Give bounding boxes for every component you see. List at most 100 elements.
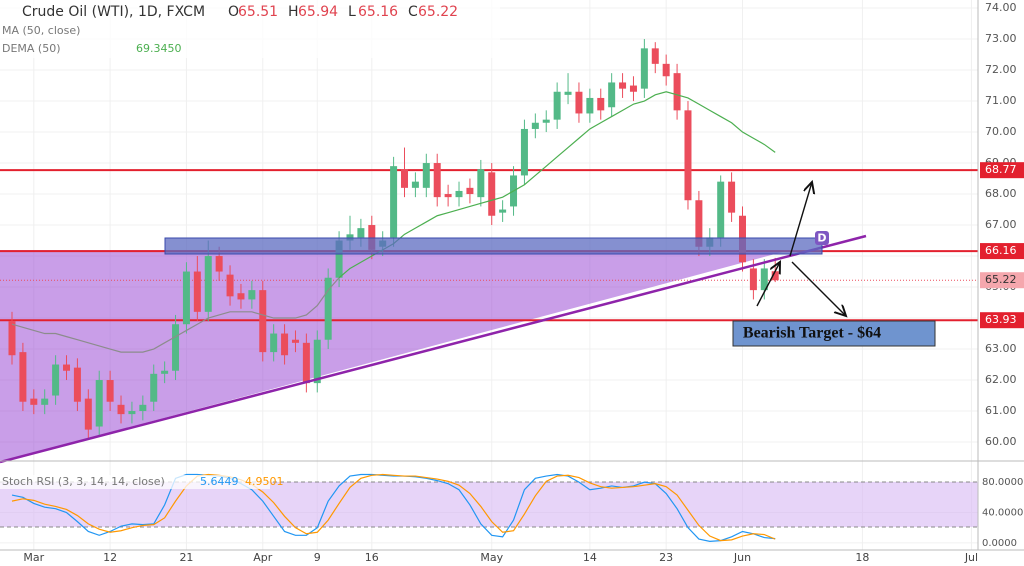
candle-body — [313, 339, 321, 384]
y-tick-label: 68.00 — [985, 187, 1017, 200]
candle-body — [368, 225, 376, 250]
candle-body — [248, 290, 256, 300]
ohlc-value: 65.51 — [238, 4, 278, 20]
candle-body — [128, 411, 136, 415]
candle-body — [106, 380, 114, 402]
candle-body — [324, 277, 332, 340]
candle-body — [30, 398, 38, 405]
x-tick-label: 23 — [659, 551, 673, 564]
legend-backdrop — [0, 0, 500, 58]
candle-body — [433, 163, 441, 198]
candle-body — [728, 181, 736, 213]
x-tick-label: May — [480, 551, 503, 564]
ohlc-key: O — [228, 4, 239, 20]
ohlc-key: C — [408, 4, 418, 20]
ohlc-key: L — [348, 4, 356, 20]
candle-body — [695, 200, 703, 247]
candle-body — [52, 364, 60, 396]
ma-legend: MA (50, close) — [2, 24, 80, 37]
candle-body — [640, 48, 648, 89]
candle-body — [346, 234, 354, 241]
candle-body — [8, 321, 16, 356]
stoch-k-value: 5.6449 — [200, 475, 239, 488]
y-tick-label: 74.00 — [985, 1, 1017, 14]
candle-body — [117, 404, 125, 415]
y-tick-label: 61.00 — [985, 404, 1017, 417]
ohlc-value: 65.16 — [358, 4, 398, 20]
candle-body — [172, 324, 180, 371]
y-tick-label: 73.00 — [985, 32, 1017, 45]
x-tick-label: 9 — [314, 551, 321, 564]
candle-body — [553, 91, 561, 120]
candle-body — [139, 404, 147, 412]
y-tick-label: 67.00 — [985, 218, 1017, 231]
resistance-zone — [164, 237, 823, 255]
candle-body — [520, 128, 528, 176]
series-line — [338, 91, 776, 279]
ohlc-value: 65.94 — [298, 4, 338, 20]
last-price-badge — [980, 272, 1024, 289]
candle-body — [466, 187, 474, 195]
candle-body — [193, 271, 201, 312]
zone-label: D — [817, 232, 826, 245]
candle-body — [259, 290, 267, 353]
candle-body — [390, 166, 398, 238]
candle-body — [302, 342, 310, 384]
candle-body — [63, 364, 71, 371]
y-tick-label: 62.00 — [985, 373, 1017, 386]
candle-body — [575, 91, 583, 114]
last-price-label: 65.22 — [985, 273, 1017, 286]
candle-body — [73, 367, 81, 402]
candle-body — [619, 82, 627, 89]
candle-body — [237, 293, 245, 300]
candle-body — [401, 169, 409, 188]
series-line — [11, 473, 776, 542]
y-tick-label: 72.00 — [985, 63, 1017, 76]
candle-body — [586, 97, 594, 114]
ohlc-value: 65.22 — [418, 4, 458, 20]
candle-body — [226, 274, 234, 297]
series-line — [11, 473, 776, 542]
arrow — [756, 262, 780, 307]
candle-body — [19, 352, 27, 402]
candle-body — [182, 271, 190, 325]
candle-body — [422, 163, 430, 188]
stoch-d-value: 4.9501 — [245, 475, 284, 488]
level-badge — [980, 312, 1024, 329]
candle-body — [455, 190, 463, 198]
candle-body — [161, 370, 169, 374]
marks — [8, 39, 779, 542]
candle-body — [291, 339, 299, 343]
x-tick-label: 14 — [583, 551, 597, 564]
y2-tick-label: 0.0000 — [982, 538, 1017, 549]
ohlc-key: H — [288, 4, 299, 20]
y-tick-label: 63.00 — [985, 342, 1017, 355]
arrow — [791, 261, 846, 316]
candle-body — [673, 73, 681, 111]
candle-body — [357, 228, 365, 238]
target-box — [732, 320, 936, 347]
x-tick-label: 18 — [855, 551, 869, 564]
y-tick-label: 70.00 — [985, 125, 1017, 138]
candle-body — [477, 169, 485, 198]
x-tick-label: 12 — [103, 551, 117, 564]
stoch-legend-backdrop — [0, 475, 270, 489]
dema-value: 69.3450 — [136, 42, 182, 55]
series-line — [11, 277, 340, 353]
candle-body — [597, 97, 605, 111]
candle-body — [608, 82, 616, 108]
zone-badge — [815, 231, 829, 245]
dema-legend: DEMA (50) — [2, 42, 61, 55]
candle-body — [531, 122, 539, 129]
candle-body — [771, 271, 779, 281]
level-label: 63.93 — [985, 313, 1017, 326]
candle-body — [270, 333, 278, 353]
candle-body — [717, 181, 725, 238]
stoch-title: Stoch RSI (3, 3, 14, 14, close) — [2, 475, 165, 488]
candle-body — [499, 209, 507, 213]
x-tick-label: 21 — [179, 551, 193, 564]
ohlc-legend: O65.51 H 65.94 L 65.16 C 65.22 MA (50, close) DE… — [2, 4, 458, 55]
y-tick-label: 71.00 — [985, 94, 1017, 107]
y-tick-label: 60.00 — [985, 435, 1017, 448]
candle-body — [281, 333, 289, 356]
